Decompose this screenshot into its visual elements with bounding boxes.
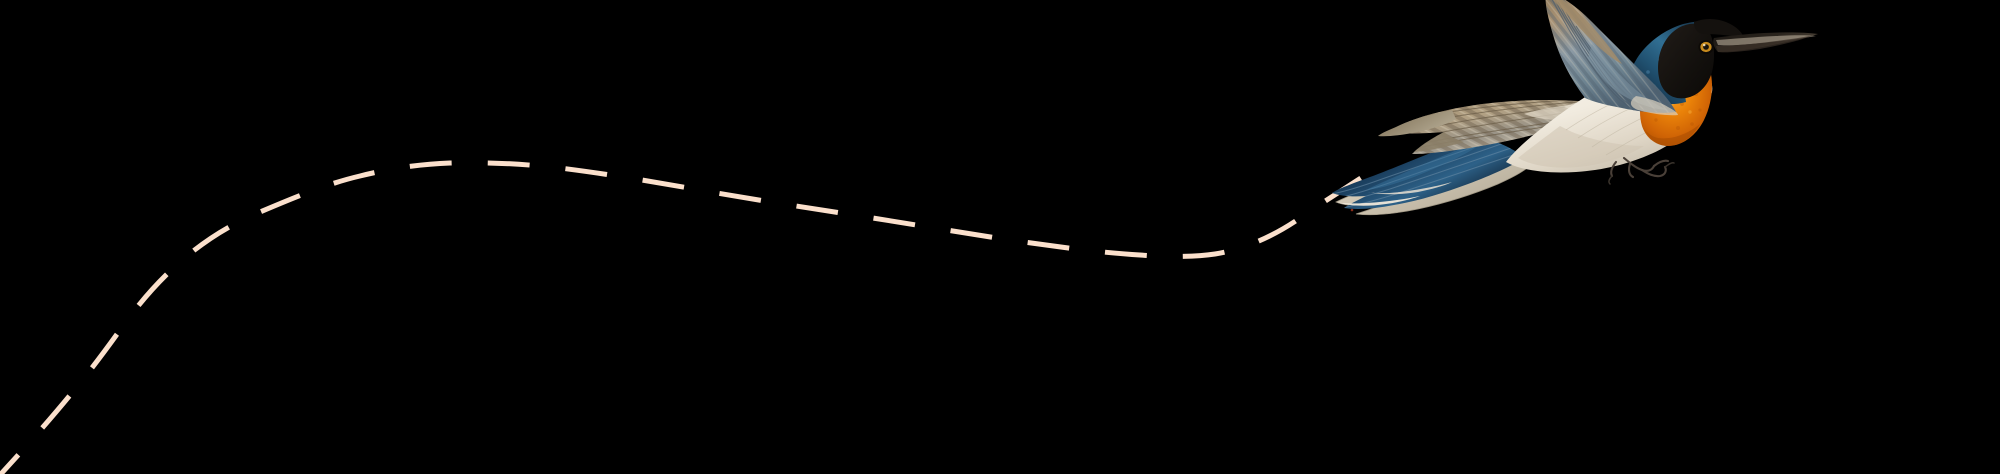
- bird-claws: [1608, 162, 1675, 185]
- flying-bird-illustration: [1332, 0, 1818, 216]
- bird-legs: [1610, 156, 1670, 179]
- dashed-flight-path: [0, 160, 1372, 474]
- bird-eye: [1698, 40, 1714, 54]
- bird-beak: [1713, 32, 1818, 53]
- bird-tail: [1332, 136, 1533, 216]
